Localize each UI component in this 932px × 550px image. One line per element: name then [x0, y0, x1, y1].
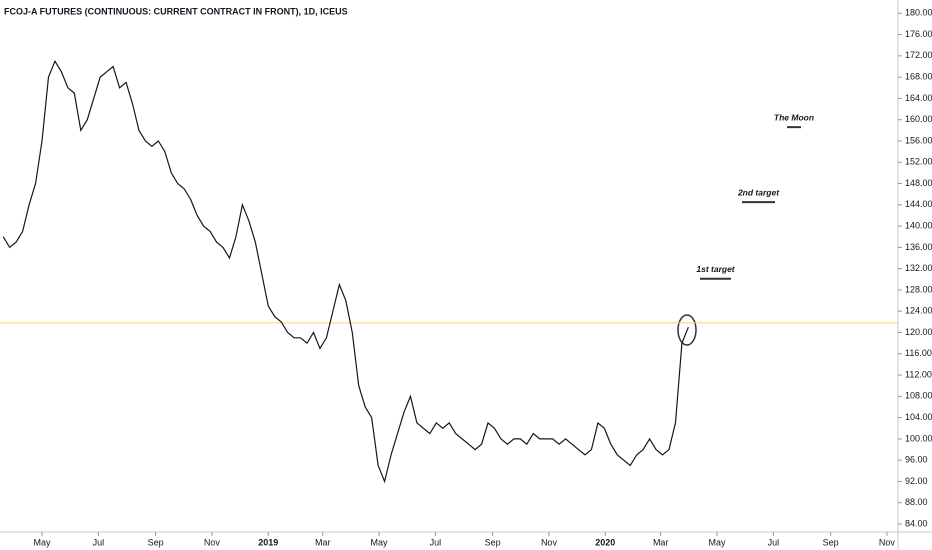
- annotation-label: 2nd target: [737, 187, 780, 197]
- x-tick-label: Jul: [93, 537, 105, 547]
- y-tick-label: 104.00: [905, 412, 932, 422]
- x-tick-label: Jul: [430, 537, 442, 547]
- y-tick-label: 172.00: [905, 50, 932, 60]
- y-tick-label: 136.00: [905, 242, 932, 252]
- x-tick-label: Nov: [541, 537, 558, 547]
- y-tick-label: 112.00: [905, 369, 932, 379]
- y-tick-label: 128.00: [905, 284, 932, 294]
- price-line: [2, 59, 689, 484]
- y-tick-label: 160.00: [905, 114, 932, 124]
- y-tick-label: 100.00: [905, 433, 932, 443]
- x-tick-label: Sep: [485, 537, 501, 547]
- x-tick-label: May: [371, 537, 389, 547]
- x-tick-label: Nov: [204, 537, 221, 547]
- y-tick-label: 140.00: [905, 220, 932, 230]
- y-tick-label: 148.00: [905, 178, 932, 188]
- chart-title: FCOJ-A FUTURES (CONTINUOUS: CURRENT CONT…: [4, 6, 348, 16]
- x-tick-label: Nov: [879, 537, 896, 547]
- y-tick-label: 180.00: [905, 8, 932, 18]
- x-tick-label: May: [709, 537, 727, 547]
- y-tick-label: 168.00: [905, 72, 932, 82]
- y-tick-label: 124.00: [905, 306, 932, 316]
- circle-drawing: [677, 314, 697, 346]
- y-tick-label: 92.00: [905, 476, 928, 486]
- y-tick-label: 88.00: [905, 497, 928, 507]
- x-tick-label: Mar: [315, 537, 331, 547]
- y-tick-label: 132.00: [905, 263, 932, 273]
- y-tick-label: 108.00: [905, 391, 932, 401]
- annotation-label: The Moon: [774, 112, 814, 122]
- y-tick-label: 164.00: [905, 93, 932, 103]
- y-tick-label: 144.00: [905, 199, 932, 209]
- y-tick-label: 176.00: [905, 29, 932, 39]
- x-tick-label: May: [34, 537, 52, 547]
- y-tick-label: 116.00: [905, 348, 932, 358]
- x-tick-label: Jul: [768, 537, 780, 547]
- annotation-label: 1st target: [696, 264, 735, 274]
- y-tick-label: 152.00: [905, 157, 932, 167]
- x-tick-label: Sep: [148, 537, 164, 547]
- y-tick-label: 120.00: [905, 327, 932, 337]
- y-tick-label: 96.00: [905, 455, 928, 465]
- x-tick-label: 2019: [258, 537, 278, 547]
- x-tick-label: 2020: [595, 537, 615, 547]
- x-tick-label: Sep: [823, 537, 839, 547]
- y-tick-label: 84.00: [905, 518, 928, 528]
- y-tick-label: 156.00: [905, 135, 932, 145]
- x-tick-label: Mar: [653, 537, 669, 547]
